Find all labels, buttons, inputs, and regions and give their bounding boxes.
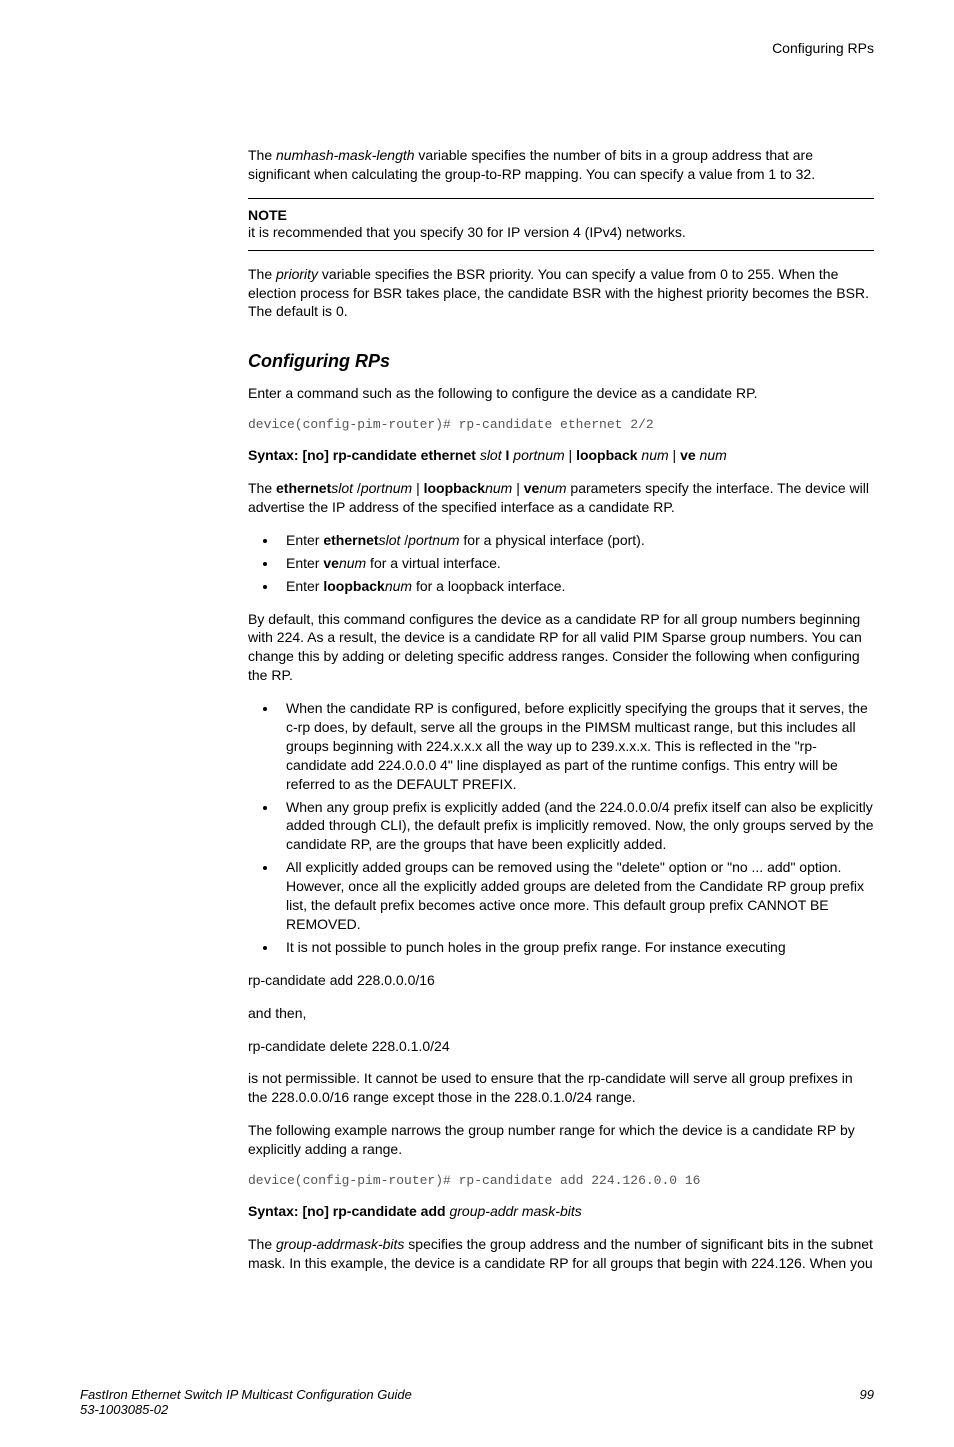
kw: ve <box>524 480 540 496</box>
text: / <box>353 480 361 496</box>
note-label: NOTE <box>248 207 874 223</box>
paragraph-7: and then, <box>248 1004 874 1023</box>
list-item: When the candidate RP is configured, bef… <box>278 699 874 793</box>
code-example-1: device(config-pim-router)# rp-candidate … <box>248 417 874 432</box>
paragraph-6: rp-candidate add 228.0.0.0/16 <box>248 971 874 990</box>
kw: loopback <box>323 578 384 594</box>
text: for a virtual interface. <box>366 555 501 571</box>
var: slot <box>379 532 401 548</box>
section-heading: Configuring RPs <box>248 351 874 372</box>
text: | <box>412 480 423 496</box>
var: num <box>485 480 512 496</box>
var: num <box>339 555 366 571</box>
syntax-2: Syntax: [no] rp-candidate add group-addr… <box>248 1202 874 1221</box>
list-item: It is not possible to punch holes in the… <box>278 938 874 957</box>
var: portnum <box>361 480 412 496</box>
text: The <box>248 480 276 496</box>
page-footer: FastIron Ethernet Switch IP Multicast Co… <box>0 1327 954 1447</box>
kw: loopback <box>424 480 485 496</box>
syntax-label: Syntax: [no] rp-candidate add <box>248 1203 449 1219</box>
page-content: Configuring RPs The numhash-mask-length … <box>0 0 954 1327</box>
intro-paragraph-2: The priority variable specifies the BSR … <box>248 265 874 322</box>
var-numhash: numhash-mask-length <box>276 147 415 163</box>
footer-page-number: 99 <box>860 1387 874 1417</box>
text: | <box>565 447 576 463</box>
syntax-1: Syntax: [no] rp-candidate ethernet slot … <box>248 446 874 465</box>
paragraph-10: The following example narrows the group … <box>248 1121 874 1159</box>
text: variable specifies the BSR priority. You… <box>248 266 869 320</box>
text: Enter <box>286 555 323 571</box>
paragraph-4: The ethernetslot /portnum | loopbacknum … <box>248 479 874 517</box>
text: for a physical interface (port). <box>460 532 645 548</box>
page-header-title: Configuring RPs <box>248 40 874 56</box>
list-item: When any group prefix is explicitly adde… <box>278 798 874 855</box>
text: for a loopback interface. <box>412 578 565 594</box>
text: Enter <box>286 532 323 548</box>
var: num <box>641 447 668 463</box>
var: num <box>700 447 727 463</box>
interface-list: Enter ethernetslot /portnum for a physic… <box>248 531 874 596</box>
note-block: NOTE it is recommended that you specify … <box>248 198 874 251</box>
text: | <box>512 480 523 496</box>
code-example-2: device(config-pim-router)# rp-candidate … <box>248 1173 874 1188</box>
kw: loopback <box>576 447 641 463</box>
text: I <box>502 447 514 463</box>
paragraph-5: By default, this command configures the … <box>248 610 874 686</box>
intro-paragraph-1: The numhash-mask-length variable specifi… <box>248 146 874 184</box>
var: slot <box>480 447 502 463</box>
var: num <box>385 578 412 594</box>
behavior-list: When the candidate RP is configured, bef… <box>248 699 874 957</box>
var: portnum <box>408 532 459 548</box>
paragraph-8: rp-candidate delete 228.0.1.0/24 <box>248 1037 874 1056</box>
footer-title: FastIron Ethernet Switch IP Multicast Co… <box>80 1387 412 1402</box>
text: Enter <box>286 578 323 594</box>
text: The <box>248 147 276 163</box>
footer-docnum: 53-1003085-02 <box>80 1402 412 1417</box>
list-item: Enter venum for a virtual interface. <box>278 554 874 573</box>
note-text: it is recommended that you specify 30 fo… <box>248 223 874 242</box>
paragraph-9: is not permissible. It cannot be used to… <box>248 1069 874 1107</box>
text: The <box>248 266 276 282</box>
kw: ve <box>680 447 699 463</box>
var: group-addr mask-bits <box>449 1203 581 1219</box>
var: portnum <box>513 447 564 463</box>
list-item: All explicitly added groups can be remov… <box>278 858 874 934</box>
text: | <box>669 447 680 463</box>
var-priority: priority <box>276 266 318 282</box>
var: slot <box>331 480 353 496</box>
list-item: Enter loopbacknum for a loopback interfa… <box>278 577 874 596</box>
paragraph-3: Enter a command such as the following to… <box>248 384 874 403</box>
kw: ethernet <box>276 480 331 496</box>
var: num <box>539 480 566 496</box>
text: The <box>248 1236 276 1252</box>
paragraph-11: The group-addrmask-bits specifies the gr… <box>248 1235 874 1273</box>
syntax-label: Syntax: [no] rp-candidate ethernet <box>248 447 480 463</box>
kw: ethernet <box>323 532 378 548</box>
footer-left: FastIron Ethernet Switch IP Multicast Co… <box>80 1387 412 1417</box>
kw: ve <box>323 555 339 571</box>
var: group-addrmask-bits <box>276 1236 404 1252</box>
list-item: Enter ethernetslot /portnum for a physic… <box>278 531 874 550</box>
text: / <box>400 532 408 548</box>
